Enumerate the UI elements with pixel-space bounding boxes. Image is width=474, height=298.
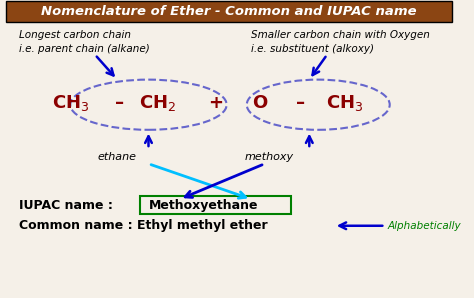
Text: Common name : Ethyl methyl ether: Common name : Ethyl methyl ether [19, 219, 267, 232]
Text: i.e. parent chain (alkane): i.e. parent chain (alkane) [19, 44, 150, 54]
Text: Longest carbon chain: Longest carbon chain [19, 30, 131, 40]
Text: i.e. substituent (alkoxy): i.e. substituent (alkoxy) [251, 44, 374, 54]
Text: Alphabetically: Alphabetically [387, 221, 461, 231]
Text: –: – [296, 94, 305, 112]
Text: ethane: ethane [98, 152, 137, 162]
FancyBboxPatch shape [6, 1, 452, 22]
Text: CH$_3$: CH$_3$ [52, 93, 89, 113]
Text: IUPAC name :: IUPAC name : [19, 198, 117, 212]
Text: –: – [115, 94, 124, 112]
Text: CH$_2$: CH$_2$ [139, 93, 176, 113]
Text: Methoxyethane: Methoxyethane [148, 198, 258, 212]
Text: Smaller carbon chain with Oxygen: Smaller carbon chain with Oxygen [251, 30, 430, 40]
Text: CH$_3$: CH$_3$ [326, 93, 364, 113]
Text: methoxy: methoxy [245, 152, 294, 162]
Text: Nomenclature of Ether - Common and IUPAC name: Nomenclature of Ether - Common and IUPAC… [41, 5, 417, 18]
Text: +: + [208, 94, 223, 112]
Text: O: O [253, 94, 268, 112]
